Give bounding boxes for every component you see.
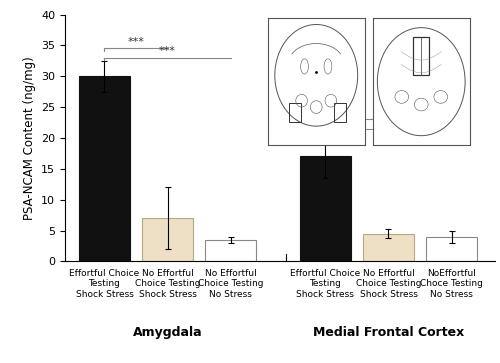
- Bar: [414, 37, 429, 75]
- Text: ***: ***: [380, 118, 397, 127]
- Text: ***: ***: [348, 108, 366, 118]
- Bar: [79, 76, 130, 261]
- Text: Medial Frontal Cortex: Medial Frontal Cortex: [313, 326, 464, 339]
- Bar: [300, 156, 351, 261]
- Text: ***: ***: [128, 37, 144, 47]
- Bar: [426, 237, 477, 261]
- Text: ***: ***: [159, 46, 176, 57]
- Bar: [289, 103, 300, 122]
- Bar: [363, 234, 414, 261]
- Bar: [334, 103, 345, 122]
- Y-axis label: PSA-NCAM Content (ng/mg): PSA-NCAM Content (ng/mg): [22, 56, 36, 220]
- Bar: [205, 240, 256, 261]
- Bar: [142, 218, 193, 261]
- Text: Amygdala: Amygdala: [133, 326, 202, 339]
